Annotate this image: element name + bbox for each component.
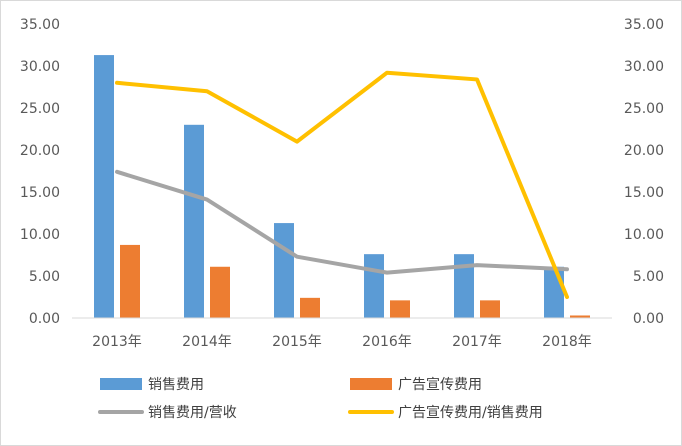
legend-label: 销售费用 bbox=[148, 377, 204, 393]
y-left-tick-label: 20.00 bbox=[20, 143, 60, 159]
x-category-label: 2016年 bbox=[362, 334, 412, 350]
legend-label: 广告宣传费用/销售费用 bbox=[398, 405, 543, 421]
x-category-label: 2015年 bbox=[272, 334, 322, 350]
bar-0-1 bbox=[184, 124, 204, 318]
y-axis-left-labels: 0.00 5.00 10.00 15.00 20.00 25.00 30.00 35.00 bbox=[20, 17, 60, 327]
y-right-tick-label: 5.00 bbox=[633, 269, 664, 285]
bar-1-1 bbox=[210, 266, 230, 318]
y-left-tick-label: 35.00 bbox=[20, 17, 60, 33]
bar-1-0 bbox=[120, 244, 140, 318]
bar-0-0 bbox=[94, 55, 114, 319]
y-left-tick-label: 0.00 bbox=[29, 311, 60, 327]
bar-1-4 bbox=[480, 300, 500, 318]
bar-1-5 bbox=[570, 315, 590, 318]
y-right-tick-label: 10.00 bbox=[624, 227, 664, 243]
line-series-0 bbox=[115, 169, 569, 275]
line-series-1 bbox=[115, 70, 569, 299]
x-category-label: 2018年 bbox=[542, 334, 592, 350]
bar-0-2 bbox=[274, 223, 294, 318]
y-right-tick-label: 25.00 bbox=[624, 101, 664, 117]
bar-1-3 bbox=[390, 300, 410, 318]
y-left-tick-label: 15.00 bbox=[20, 185, 60, 201]
legend-swatch-bar bbox=[350, 378, 392, 390]
bar-0-5 bbox=[544, 266, 564, 318]
legend-label: 销售费用/营收 bbox=[148, 405, 237, 421]
legend-label: 广告宣传费用 bbox=[398, 377, 482, 393]
y-right-tick-label: 35.00 bbox=[624, 17, 664, 33]
lines-layer bbox=[115, 70, 569, 299]
x-category-label: 2014年 bbox=[182, 334, 232, 350]
y-right-tick-label: 20.00 bbox=[624, 143, 664, 159]
y-right-tick-label: 0.00 bbox=[633, 311, 664, 327]
y-left-tick-label: 25.00 bbox=[20, 101, 60, 117]
bar-0-4 bbox=[454, 254, 474, 318]
y-right-tick-label: 15.00 bbox=[624, 185, 664, 201]
bar-0-3 bbox=[364, 254, 384, 318]
y-axis-right-labels: 0.00 5.00 10.00 15.00 20.00 25.00 30.00 35.00 bbox=[624, 17, 664, 327]
x-category-label: 2017年 bbox=[452, 334, 502, 350]
bar-1-2 bbox=[300, 297, 320, 318]
y-left-tick-label: 30.00 bbox=[20, 59, 60, 75]
y-left-tick-label: 10.00 bbox=[20, 227, 60, 243]
legend-swatch-bar bbox=[100, 378, 142, 390]
y-right-tick-label: 30.00 bbox=[624, 59, 664, 75]
y-left-tick-label: 5.00 bbox=[29, 269, 60, 285]
x-category-label: 2013年 bbox=[92, 334, 142, 350]
x-axis-labels: 2013年 2014年 2015年 2016年 2017年 2018年 bbox=[92, 334, 592, 350]
